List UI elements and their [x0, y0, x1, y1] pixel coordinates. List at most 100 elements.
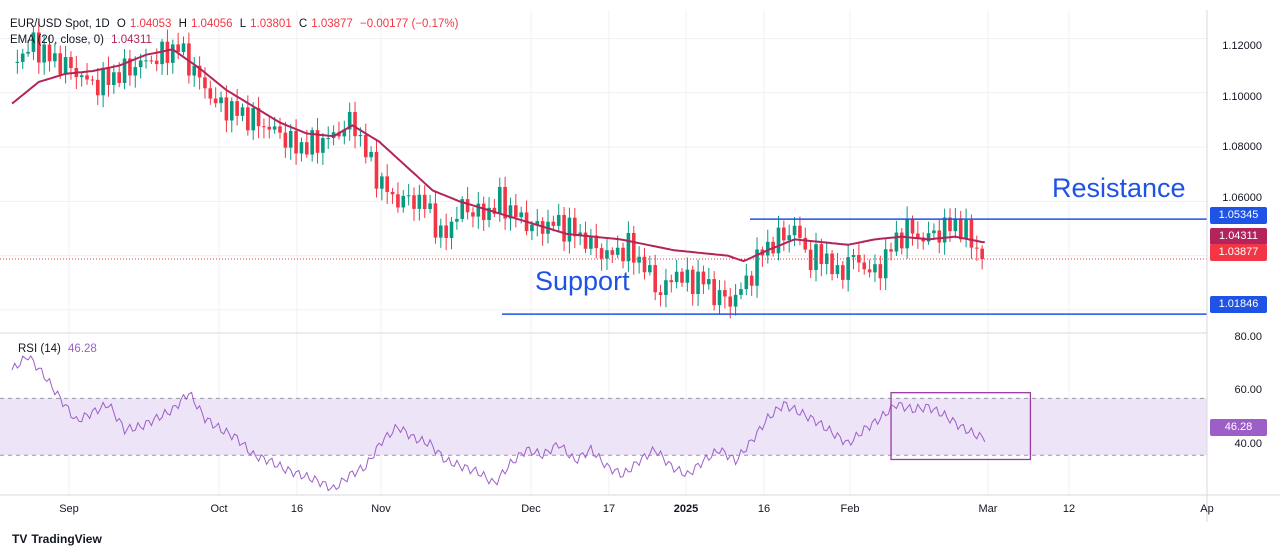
candle-body — [422, 194, 427, 210]
candle-body — [229, 101, 234, 121]
support-label: Support — [535, 266, 630, 296]
candle-body — [315, 130, 320, 153]
ema-price-badge: 1.04311 — [1210, 228, 1267, 245]
candle-body — [685, 269, 690, 283]
candle-body — [353, 111, 357, 137]
brand-name: TradingView — [31, 532, 102, 546]
candle-body — [101, 67, 105, 96]
time-label: 16 — [290, 503, 304, 515]
resistance-label: Resistance — [1052, 173, 1186, 203]
symbol-label[interactable]: EUR/USD Spot, 1D — [10, 18, 110, 30]
candle-body — [851, 254, 856, 258]
candle-body — [369, 151, 373, 158]
candle-body — [455, 218, 459, 222]
candle-body — [926, 233, 931, 242]
candle-body — [305, 142, 309, 155]
price-tick: 1.12000 — [1222, 40, 1262, 52]
price-tick: 1.08000 — [1222, 141, 1262, 153]
candle-body — [969, 219, 974, 248]
rsi-label: RSI (14) — [18, 343, 61, 355]
candle-body — [792, 225, 797, 236]
candle-body — [342, 129, 347, 137]
candle-body — [396, 194, 400, 208]
low-value: L 1.03801 — [239, 18, 292, 30]
candle-body — [444, 225, 448, 238]
candle-body — [621, 247, 625, 262]
candle-body — [680, 271, 684, 283]
candle-body — [824, 253, 829, 265]
candle-body — [846, 257, 850, 280]
candle-body — [197, 65, 202, 78]
candle-body — [492, 207, 497, 214]
candle-body — [514, 205, 518, 218]
candle-body — [942, 217, 947, 243]
candle-body — [283, 132, 288, 148]
candle-body — [567, 217, 572, 242]
ema-line — [11, 48, 985, 263]
time-label: 12 — [1062, 503, 1076, 515]
price-tick: 1.10000 — [1222, 91, 1262, 103]
candle-body — [240, 107, 245, 116]
candle-body — [862, 262, 867, 270]
candle-body — [106, 67, 111, 86]
candle-body — [187, 43, 191, 76]
candle-body — [642, 256, 647, 273]
candle-body — [878, 264, 883, 279]
candle-body — [535, 221, 540, 225]
time-label: Feb — [840, 503, 860, 515]
candle-body — [63, 57, 68, 75]
candle-body — [256, 108, 261, 127]
candle-body — [251, 108, 255, 131]
rsi-tick: 40.00 — [1234, 438, 1262, 450]
candle-body — [530, 224, 534, 232]
time-label: Dec — [521, 503, 541, 515]
tradingview-brand[interactable]: TV TradingView — [12, 532, 102, 546]
candle-body — [347, 111, 352, 130]
candle-body — [808, 249, 813, 271]
rsi-tick: 60.00 — [1234, 384, 1262, 396]
candle-body — [53, 53, 57, 62]
candle-body — [213, 98, 218, 104]
rsi-header[interactable]: RSI (14) 46.28 — [18, 343, 97, 355]
rsi-line — [11, 355, 986, 492]
candle-body — [299, 142, 304, 154]
candle-body — [723, 290, 727, 297]
price-tick: 1.06000 — [1222, 192, 1262, 204]
candle-body — [573, 217, 577, 237]
time-label: 2025 — [673, 503, 699, 515]
candle-body — [374, 151, 379, 189]
time-label: 17 — [602, 503, 616, 515]
candle-body — [696, 271, 700, 295]
candle-body — [765, 241, 770, 256]
time-label: Mar — [978, 503, 998, 515]
candle-body — [149, 60, 154, 62]
ema-header[interactable]: EMA (20, close, 0) 1.04311 — [10, 34, 156, 46]
candle-body — [154, 60, 159, 65]
candle-body — [460, 199, 465, 219]
candle-body — [112, 72, 116, 86]
candle-body — [401, 195, 406, 208]
candles — [15, 21, 984, 319]
time-label: Oct — [210, 503, 228, 515]
candle-body — [937, 230, 942, 243]
candle-body — [69, 57, 73, 69]
candle-body — [310, 130, 314, 155]
candle-body — [160, 41, 164, 65]
candle-body — [412, 195, 416, 209]
candle-body — [278, 126, 282, 133]
candle-body — [262, 126, 266, 128]
candle-body — [755, 249, 759, 286]
candle-body — [594, 235, 599, 249]
candle-body — [47, 44, 52, 62]
candle-body — [637, 256, 641, 263]
candle-body — [916, 233, 920, 238]
candle-body — [85, 75, 89, 80]
candle-body — [690, 269, 695, 295]
candle-body — [267, 126, 272, 130]
candle-body — [615, 247, 620, 255]
candle-body — [321, 138, 325, 153]
candle-body — [90, 79, 95, 81]
candle-body — [487, 207, 491, 221]
change-value: −0.00177 (−0.17%) — [360, 18, 459, 30]
candle-body — [37, 32, 41, 63]
